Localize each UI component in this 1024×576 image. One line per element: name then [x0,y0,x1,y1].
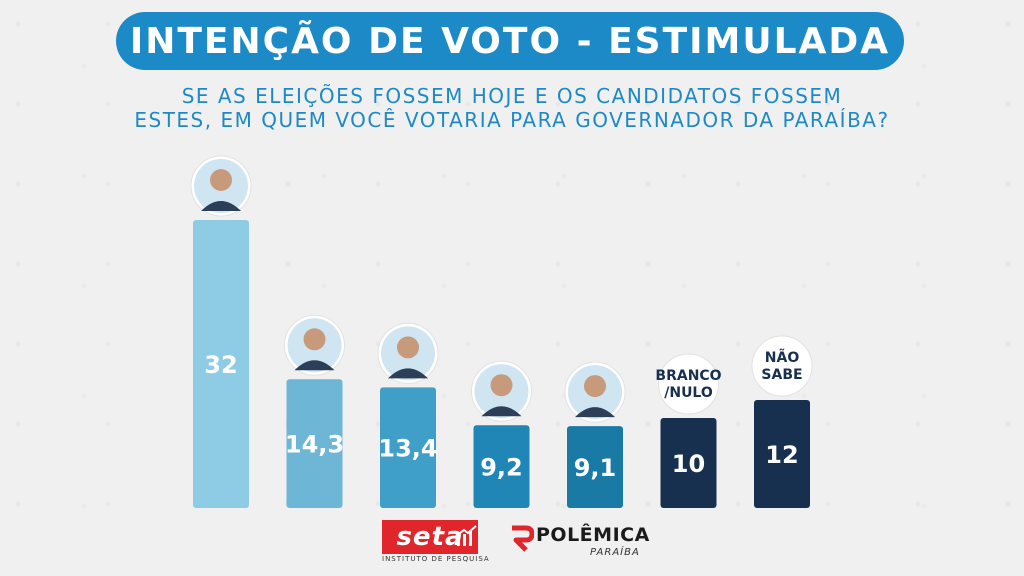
rising-chart-icon [455,525,477,546]
bar-value-label: 9,2 [480,454,523,482]
bar-5 [567,426,623,508]
seta-logo-box: seta [382,520,478,554]
seta-subtitle: INSTITUTO DE PESQUISA [382,555,490,563]
candidate-photo-icon [190,155,252,217]
bar-value-label: 14,3 [285,431,344,459]
category-circle-label: /NULO [664,385,713,401]
bar-value-label: 13,4 [378,435,437,463]
bar-value-label: 32 [204,351,237,379]
polemica-mark-icon [512,525,534,552]
bar-4 [473,425,530,508]
bar-7 [754,400,810,508]
footer-logos: seta INSTITUTO DE PESQUISA POLÊMICA PARA… [382,518,652,568]
category-circle-label: SABE [761,367,802,383]
bar-value-label: 9,1 [574,454,617,482]
bar-1 [193,220,249,508]
candidate-photo-icon [471,360,532,422]
bar-3 [380,387,436,508]
seta-logo: seta INSTITUTO DE PESQUISA [382,520,500,564]
candidate-photo-icon [377,322,439,384]
subtitle-line-2: ESTES, EM QUEM VOCÊ VOTARIA PARA GOVERNA… [134,108,890,132]
category-circle-label: NÃO [765,349,800,366]
chart-subtitle: SE AS ELEIÇÕES FOSSEM HOJE E OS CANDIDAT… [100,84,924,132]
subtitle-line-1: SE AS ELEIÇÕES FOSSEM HOJE E OS CANDIDAT… [181,84,843,108]
seta-logo-text: seta [396,522,464,552]
polemica-logo: POLÊMICA PARAÍBA [508,522,658,562]
category-circle: BRANCO/NULO [655,353,722,415]
title-text: INTENÇÃO DE VOTO - ESTIMULADA [129,20,891,62]
page-title: INTENÇÃO DE VOTO - ESTIMULADA [116,12,904,70]
category-circle-label: BRANCO [655,368,721,384]
bar-2 [286,379,343,508]
polemica-name: POLÊMICA [536,524,650,546]
candidate-photo-icon [564,361,626,423]
bar-6 [660,418,717,508]
bar-value-label: 10 [672,450,705,478]
polemica-subtitle: PARAÍBA [590,547,640,558]
candidate-photo-icon [284,314,345,376]
bar-value-label: 12 [765,441,798,469]
